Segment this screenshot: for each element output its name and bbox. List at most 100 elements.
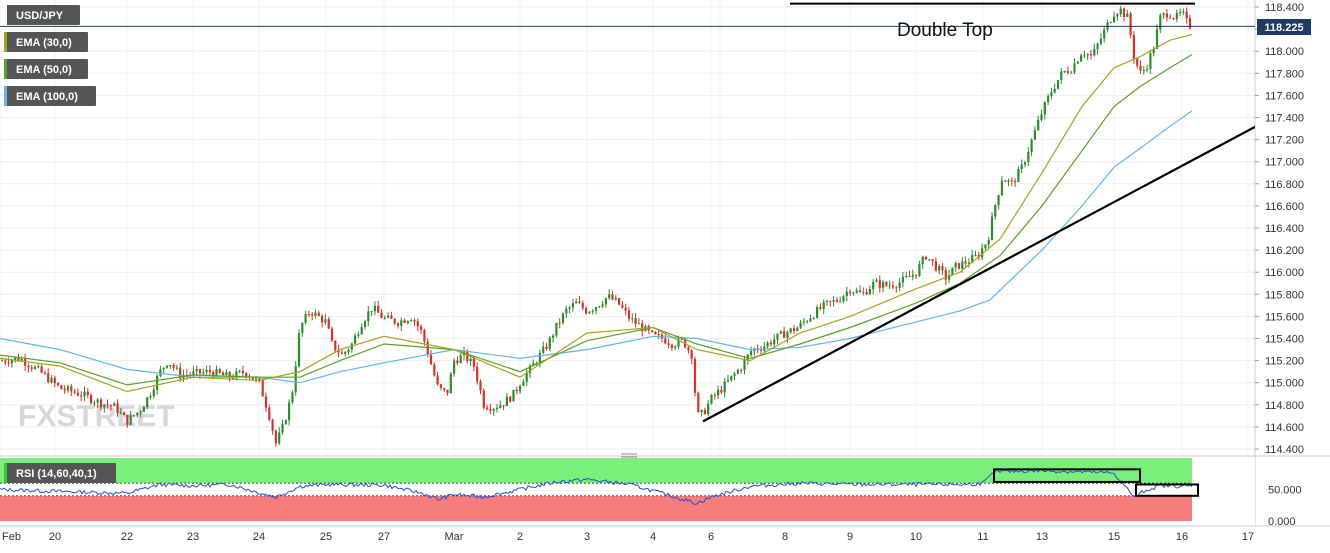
y-tick-label: 118.000 xyxy=(1265,46,1304,58)
candle xyxy=(152,385,155,399)
candle xyxy=(601,301,604,309)
y-tick-label: 117.400 xyxy=(1265,113,1304,125)
candle xyxy=(99,397,103,411)
x-tick-label: 4 xyxy=(650,531,656,543)
candle xyxy=(439,383,442,391)
candle xyxy=(301,322,304,338)
candle xyxy=(86,388,89,399)
x-tick-label: 6 xyxy=(708,531,714,543)
candle xyxy=(736,368,739,375)
candle xyxy=(941,263,944,275)
candle xyxy=(456,356,459,366)
candle xyxy=(83,386,86,402)
candle xyxy=(360,323,363,335)
candle xyxy=(776,333,779,345)
candle xyxy=(542,341,545,355)
svg-text:EMA (30,0): EMA (30,0) xyxy=(16,37,72,49)
candle xyxy=(1037,115,1040,131)
candle xyxy=(730,375,733,382)
candle xyxy=(1010,177,1013,187)
candle xyxy=(294,361,297,396)
x-tick-label: 16 xyxy=(1176,531,1188,543)
candle xyxy=(618,297,621,306)
candle xyxy=(971,249,974,264)
candle xyxy=(938,263,941,275)
legend-ema-100[interactable]: EMA (100,0) xyxy=(4,86,96,106)
legend-ema-30[interactable]: EMA (30,0) xyxy=(4,32,88,52)
candle xyxy=(96,398,99,408)
candle xyxy=(162,367,165,375)
y-tick-label: 116.200 xyxy=(1265,245,1304,257)
candle xyxy=(651,329,654,334)
x-tick-label: 17 xyxy=(1242,531,1254,543)
candle xyxy=(1086,53,1089,61)
candle xyxy=(670,343,673,352)
price-axis: 118.400118.200118.000117.800117.600117.4… xyxy=(1255,2,1304,456)
candle xyxy=(281,419,284,435)
candle xyxy=(169,364,172,369)
rsi-annotation-boxes xyxy=(993,468,1199,497)
candle xyxy=(882,279,885,293)
candle xyxy=(363,319,367,330)
candle xyxy=(449,371,452,394)
candle xyxy=(123,411,126,416)
candle xyxy=(304,310,307,325)
candle xyxy=(829,300,832,307)
y-tick-label: 115.400 xyxy=(1265,334,1304,346)
candle xyxy=(1172,17,1175,21)
candle xyxy=(93,400,96,407)
candle xyxy=(878,275,881,293)
candle xyxy=(126,414,129,428)
candle xyxy=(429,350,433,365)
candle xyxy=(588,310,591,315)
candle xyxy=(420,324,423,335)
candle xyxy=(792,324,796,335)
watermark: FXSTREET xyxy=(18,400,175,433)
candle xyxy=(875,277,878,283)
candle xyxy=(750,346,753,358)
candle xyxy=(954,261,957,272)
legend-rsi[interactable]: RSI (14,60,40,1) xyxy=(4,463,116,483)
candle xyxy=(406,320,409,325)
candle xyxy=(165,365,169,369)
rsi-tick-label: 50.000 xyxy=(1268,485,1302,497)
pane-splitter[interactable] xyxy=(621,453,637,458)
legend-symbol[interactable]: USD/JPY xyxy=(4,5,80,25)
candle xyxy=(354,333,357,345)
candle xyxy=(957,263,961,270)
candle xyxy=(1027,147,1030,167)
candle xyxy=(568,305,571,314)
candle xyxy=(611,290,614,301)
candle xyxy=(849,289,852,297)
candle xyxy=(499,400,502,409)
candle xyxy=(637,317,640,325)
candle xyxy=(30,364,33,372)
candle xyxy=(1053,83,1056,94)
candle xyxy=(766,341,769,350)
legend[interactable]: USD/JPY EMA (30,0) EMA (50,0) EMA (100,0) RS… xyxy=(4,5,116,483)
candle xyxy=(119,407,122,415)
x-tick-label: 20 xyxy=(49,531,61,543)
candle xyxy=(994,204,997,220)
x-tick-label: Feb xyxy=(2,531,21,543)
candle xyxy=(175,364,178,371)
candle xyxy=(981,243,984,260)
candle xyxy=(868,285,871,295)
y-tick-label: 115.800 xyxy=(1265,289,1304,301)
candle xyxy=(1080,53,1083,62)
candle xyxy=(73,388,76,395)
legend-ema-50[interactable]: EMA (50,0) xyxy=(4,59,88,79)
candle xyxy=(832,296,835,307)
trend-lines xyxy=(0,2,1255,423)
candle xyxy=(1050,87,1053,99)
candle xyxy=(657,329,660,339)
y-tick-label: 115.000 xyxy=(1265,378,1304,390)
candle xyxy=(816,304,819,319)
x-tick-label: 23 xyxy=(187,531,199,543)
candle xyxy=(1004,179,1007,182)
candle xyxy=(472,356,475,372)
candle xyxy=(291,390,294,405)
y-tick-label: 117.200 xyxy=(1265,135,1304,147)
double-top-annotation: Double Top xyxy=(897,20,993,41)
candle xyxy=(885,280,888,287)
